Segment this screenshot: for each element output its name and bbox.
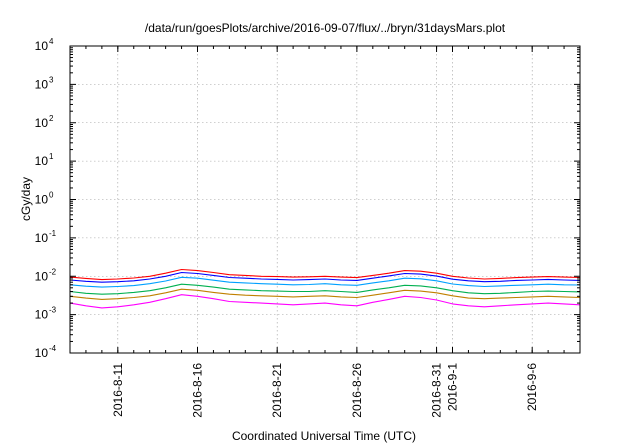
y-tick-label: 10-1 xyxy=(35,229,57,245)
series-line-3 xyxy=(69,276,581,288)
y-tick-exponent: 0 xyxy=(49,191,54,200)
x-tick-label: 2016-9-1 xyxy=(446,363,460,411)
y-tick-label: 104 xyxy=(35,37,54,53)
y-tick-label: 102 xyxy=(35,114,54,130)
x-tick-label: 2016-8-16 xyxy=(191,363,205,418)
y-tick-label: 103 xyxy=(35,75,54,91)
x-tick-label: 2016-9-6 xyxy=(525,363,539,411)
y-tick-label: 101 xyxy=(35,152,54,168)
x-axis-title: Coordinated Universal Time (UTC) xyxy=(232,429,416,443)
series-line-2 xyxy=(69,271,581,283)
series-line-6 xyxy=(69,294,581,309)
grid xyxy=(70,46,580,353)
series-line-1 xyxy=(69,268,581,281)
x-tick-labels: 2016-8-11 2016-8-16 2016-8-21 2016-8-26 2016… xyxy=(111,363,539,418)
y-tick-label: 10-2 xyxy=(35,267,57,283)
y-tick-exponent: -2 xyxy=(49,267,57,276)
y-tick-exponent: -3 xyxy=(49,306,57,315)
y-tick-label: 10-3 xyxy=(35,306,57,322)
y-tick-exponent: 2 xyxy=(49,114,54,123)
chart-title: /data/run/goesPlots/archive/2016-09-07/f… xyxy=(145,21,506,35)
y-tick-exponent: -4 xyxy=(49,344,57,353)
y-axis-title: cGy/day xyxy=(19,177,33,221)
y-tick-exponent: 1 xyxy=(49,152,54,161)
x-tick-label: 2016-8-26 xyxy=(350,363,364,418)
y-tick-label: 10-4 xyxy=(35,344,57,360)
x-tick-label: 2016-8-11 xyxy=(111,363,125,417)
y-tick-label: 100 xyxy=(35,191,54,207)
y-tick-exponent: 4 xyxy=(49,37,54,46)
x-tick-label: 2016-8-31 xyxy=(430,363,444,418)
y-tick-exponent: 3 xyxy=(49,75,54,84)
axis-ticks xyxy=(69,45,581,354)
series-line-4 xyxy=(69,283,581,295)
series-group xyxy=(69,268,581,309)
series-line-5 xyxy=(69,288,581,300)
y-tick-exponent: -1 xyxy=(49,229,57,238)
x-tick-label: 2016-8-21 xyxy=(270,363,284,418)
